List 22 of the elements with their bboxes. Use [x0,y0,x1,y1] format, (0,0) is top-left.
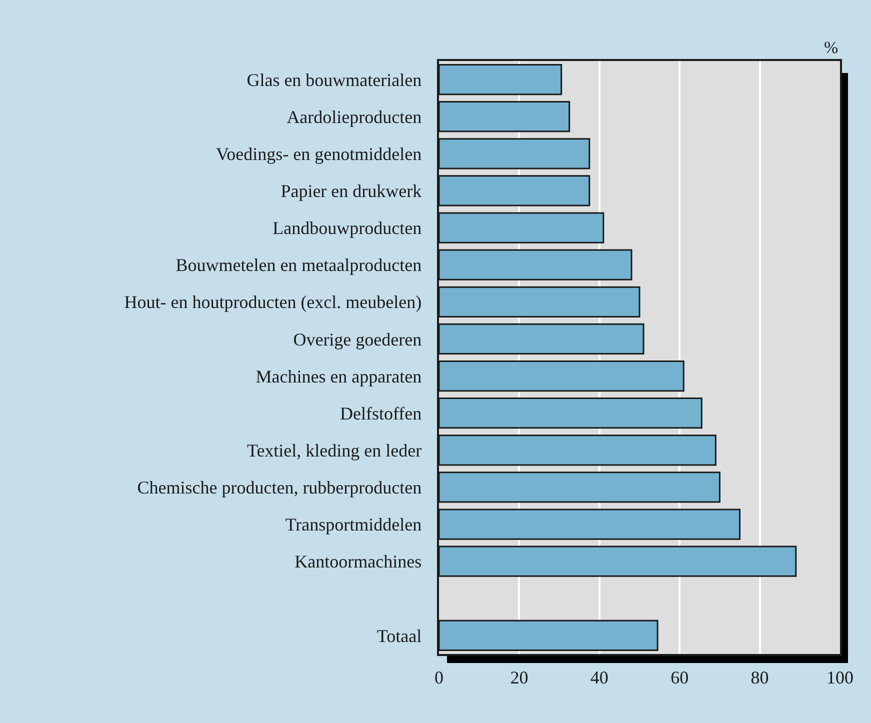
x-tick-label: 20 [510,667,528,688]
y-tick-label: Delfstoffen [340,403,422,424]
y-tick-label: Machines en apparaten [256,366,422,386]
x-tick-label: 60 [670,667,689,688]
y-tick-label: Kantoormachines [294,552,422,572]
y-tick-label: Glas en bouwmaterialen [246,70,422,90]
y-tick-label: Transportmiddelen [285,514,422,535]
x-axis-title: % [824,38,838,57]
y-tick-label: Hout- en houtproducten (excl. meubelen) [124,292,422,312]
x-tick-label: 80 [750,667,769,688]
y-tick-label: Totaal [376,626,422,646]
x-tick-label: 40 [590,667,608,688]
y-tick-label: Papier en drukwerk [280,181,422,202]
y-tick-label: Aardolieproducten [286,106,422,127]
y-tick-label: Chemische producten, rubberproducten [137,478,422,498]
x-tick-label: 0 [434,667,444,688]
y-tick-label: Textiel, kleding en leder [246,440,422,460]
y-tick-label: Bouwmetelen en metaalproducten [176,255,422,276]
y-tick-label: Voedings- en genotmiddelen [216,144,422,164]
y-tick-label: Landbouwproducten [272,218,422,238]
x-tick-label: 100 [826,667,854,688]
y-tick-label: Overige goederen [293,329,422,350]
